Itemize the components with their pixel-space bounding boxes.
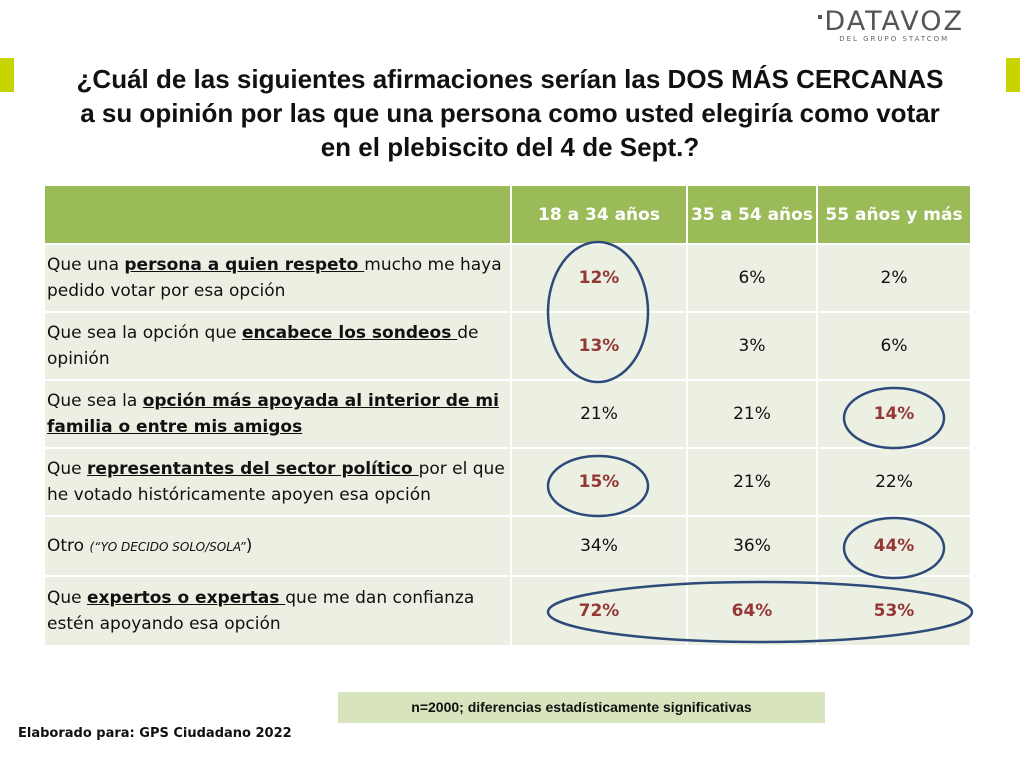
value-cell-18-34: 12% [511, 244, 688, 313]
value-cell-35-54: 21% [687, 448, 818, 517]
question-title: ¿Cuál de las siguientes afirmaciones ser… [18, 62, 1002, 164]
value-cell-55-plus: 6% [817, 312, 972, 381]
statement-cell: Que sea la opción que encabece los sonde… [45, 312, 512, 381]
statement-post: que me dan confianza estén apoyando esa … [47, 588, 475, 634]
statement-cell: Que sea la opción más apoyada al interio… [45, 380, 512, 449]
statement-post: ) [245, 535, 253, 556]
title-line-3: en el plebiscito del 4 de Sept.? [320, 132, 700, 162]
statement-post: de opinión [47, 323, 479, 369]
value-cell-55-plus: 44% [817, 516, 972, 577]
table-row: Que una persona a quien respeto mucho me… [45, 244, 972, 313]
statement-emphasis: encabece los sondeos [241, 323, 458, 343]
value-cell-18-34: 15% [511, 448, 688, 517]
header-statement [45, 186, 512, 245]
logo-name: DATAVOZ [824, 6, 964, 37]
datavoz-logo: DATAVOZ DEL GRUPO STATCOM [818, 6, 964, 43]
value-cell-18-34: 13% [511, 312, 688, 381]
statement-emphasis: expertos o expertas [87, 588, 286, 608]
table-header-row: 18 a 34 años 35 a 54 años 55 años y más [45, 186, 972, 245]
statement-cell: Otro (“YO DECIDO SOLO/SOLA”) [45, 516, 512, 577]
statement-pre: Que sea la opción que [47, 323, 242, 343]
statement-pre: Que sea la [47, 391, 143, 411]
title-line-1: ¿Cuál de las siguientes afirmaciones ser… [76, 64, 944, 94]
value-cell-18-34: 21% [511, 380, 688, 449]
value-cell-18-34: 72% [511, 576, 688, 647]
logo-subtitle: DEL GRUPO STATCOM [839, 35, 950, 43]
value-cell-55-plus: 22% [817, 448, 972, 517]
statement-emphasis: persona a quien respeto [124, 255, 365, 275]
sample-footnote: n=2000; diferencias estadísticamente sig… [338, 692, 825, 723]
statement-cell: Que una persona a quien respeto mucho me… [45, 244, 512, 313]
value-cell-35-54: 21% [687, 380, 818, 449]
header-age-35-54: 35 a 54 años [687, 186, 818, 245]
value-cell-18-34: 34% [511, 516, 688, 577]
logo-dot [818, 15, 823, 19]
value-cell-55-plus: 2% [817, 244, 972, 313]
value-cell-35-54: 3% [687, 312, 818, 381]
value-cell-35-54: 64% [687, 576, 818, 647]
statement-post: mucho me haya pedido votar por esa opció… [47, 255, 502, 301]
statement-pre: Que [47, 588, 88, 608]
credits-text: Elaborado para: GPS Ciudadano 2022 [18, 726, 292, 741]
accent-bar-left [0, 58, 14, 92]
statement-post: por el que he votado históricamente apoy… [47, 459, 505, 505]
statement-cell: Que expertos o expertas que me dan confi… [45, 576, 512, 647]
title-line-2: a su opinión por las que una persona com… [80, 98, 940, 128]
table-row: Otro (“YO DECIDO SOLO/SOLA”) 34% 36% 44% [45, 516, 972, 577]
table-row: Que expertos o expertas que me dan confi… [45, 576, 972, 647]
statement-pre: Que una [47, 255, 125, 275]
statement-emphasis: representantes del sector político [87, 459, 419, 479]
table-row: Que representantes del sector político p… [45, 448, 972, 517]
statement-note: (“YO DECIDO SOLO/SOLA” [89, 539, 246, 554]
header-age-18-34: 18 a 34 años [511, 186, 688, 245]
statement-cell: Que representantes del sector político p… [45, 448, 512, 517]
results-table: 18 a 34 años 35 a 54 años 55 años y más … [45, 186, 972, 647]
value-cell-55-plus: 14% [817, 380, 972, 449]
value-cell-55-plus: 53% [817, 576, 972, 647]
value-cell-35-54: 6% [687, 244, 818, 313]
accent-bar-right [1006, 58, 1020, 92]
table-row: Que sea la opción que encabece los sonde… [45, 312, 972, 381]
value-cell-35-54: 36% [687, 516, 818, 577]
statement-emphasis: opción más apoyada al interior de mi fam… [47, 391, 499, 437]
table-row: Que sea la opción más apoyada al interio… [45, 380, 972, 449]
statement-pre: Otro [47, 535, 90, 556]
statement-pre: Que [47, 459, 88, 479]
header-age-55-plus: 55 años y más [817, 186, 972, 245]
